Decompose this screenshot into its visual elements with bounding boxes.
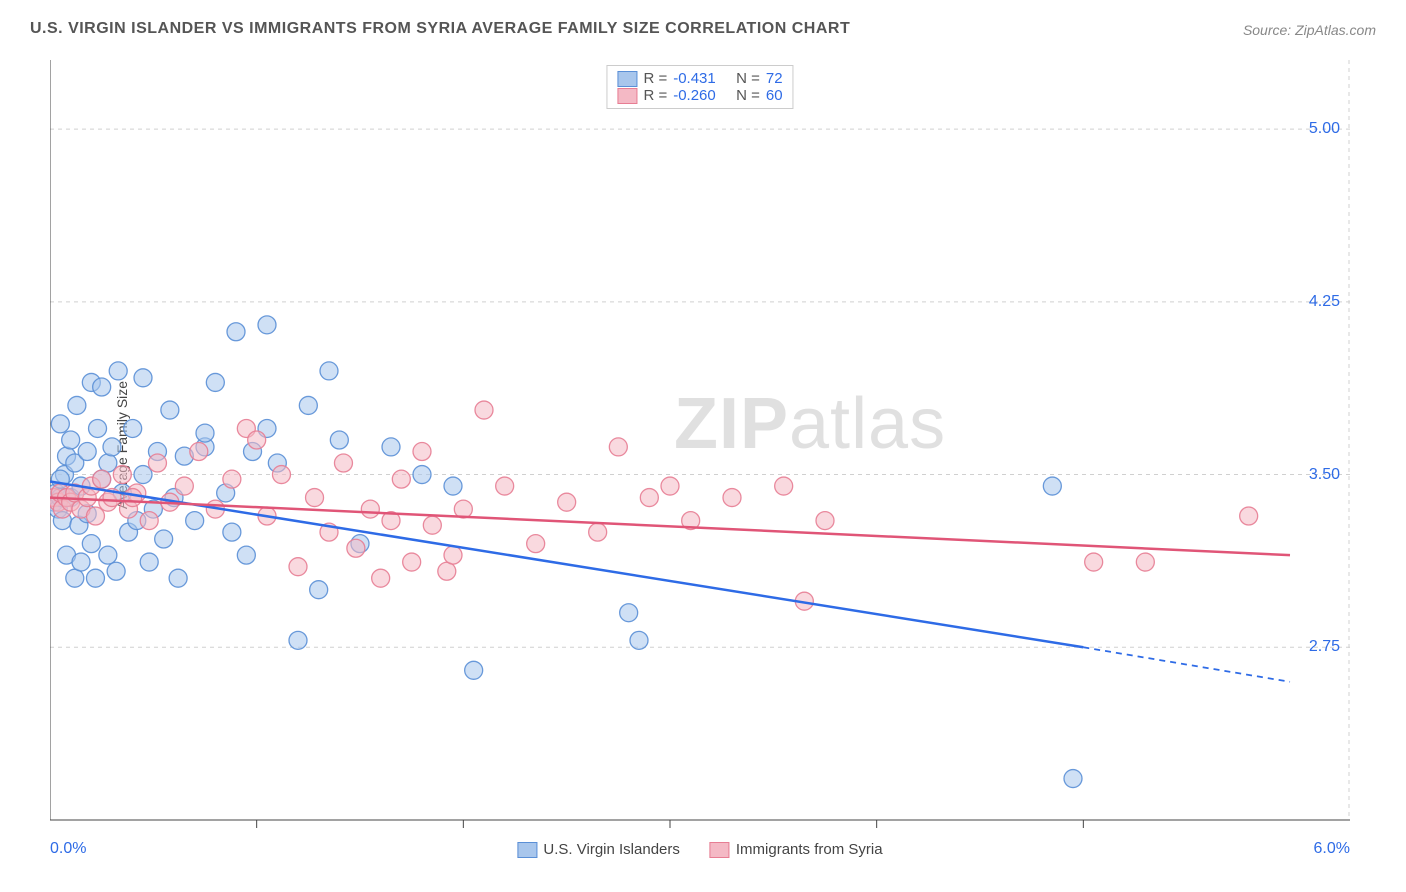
watermark: ZIPatlas [674,383,946,465]
x-tick-max: 6.0% [1314,840,1350,858]
swatch-pink [617,88,637,104]
chart-area: Average Family Size ZIPatlas 2.753.504.2… [50,60,1350,830]
stats-legend: R = -0.431 N = 72 R = -0.260 N = 60 [606,65,793,109]
legend-item-2: Immigrants from Syria [710,841,883,858]
y-tick: 5.00 [1309,120,1340,138]
y-tick: 2.75 [1309,638,1340,656]
y-tick: 3.50 [1309,466,1340,484]
legend-item-1: U.S. Virgin Islanders [517,841,679,858]
x-tick-min: 0.0% [50,840,86,858]
swatch-blue [617,71,637,87]
stats-row-2: R = -0.260 N = 60 [617,87,782,104]
y-tick: 4.25 [1309,293,1340,311]
chart-title: U.S. VIRGIN ISLANDER VS IMMIGRANTS FROM … [30,20,850,38]
stats-row-1: R = -0.431 N = 72 [617,70,782,87]
series-legend: U.S. Virgin Islanders Immigrants from Sy… [517,841,882,858]
swatch-pink [710,842,730,858]
source-label: Source: ZipAtlas.com [1243,22,1376,38]
swatch-blue [517,842,537,858]
